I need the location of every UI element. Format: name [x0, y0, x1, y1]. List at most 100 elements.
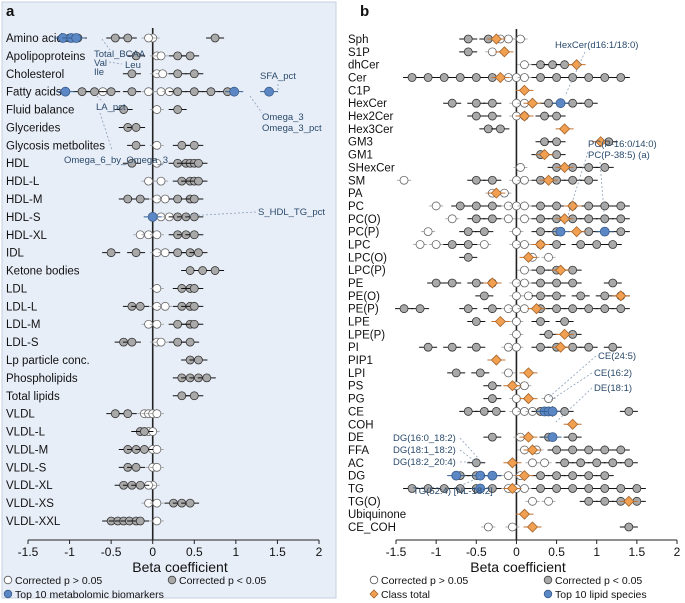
- point-sig: [173, 248, 183, 258]
- category-label: AC: [348, 458, 364, 470]
- anno-val: Val: [94, 58, 107, 69]
- point-sig: [210, 266, 220, 275]
- point-sig: [185, 337, 195, 347]
- point-top: [487, 470, 498, 481]
- point-sig: [552, 111, 561, 121]
- point-ns: [156, 51, 166, 61]
- x-tick-label: 1.5: [269, 545, 286, 559]
- category-label: HDL-S: [6, 212, 41, 224]
- point-sig: [600, 496, 610, 506]
- point-sig: [568, 445, 578, 455]
- category-label: PE(O): [348, 291, 380, 303]
- point-ns: [524, 291, 533, 301]
- category-label: PE: [348, 278, 364, 290]
- point-sig: [600, 291, 610, 301]
- point-sig: [616, 227, 626, 237]
- category-label: Fluid balance: [6, 105, 74, 117]
- point-sig: [608, 458, 618, 468]
- point-sig: [106, 87, 116, 97]
- point-sig: [552, 445, 561, 455]
- point-sig: [463, 252, 473, 262]
- point-ns: [520, 175, 529, 185]
- point-sig: [127, 87, 137, 97]
- point-top: [547, 432, 558, 443]
- anno-omega-3-pct: Omega_3_pct: [262, 123, 322, 134]
- panel-a-x-axis-title: Beta coefficient: [132, 559, 228, 575]
- point-sig: [584, 445, 594, 455]
- category-label: CE_COH: [348, 522, 396, 534]
- point-class-total: [490, 354, 502, 366]
- point-class-total: [518, 470, 531, 482]
- point-top: [71, 33, 82, 43]
- x-tick-label: 1.5: [629, 545, 646, 559]
- legend-ns-marker: [3, 575, 13, 585]
- x-tick-label: -1: [431, 545, 442, 559]
- point-sig: [568, 98, 578, 108]
- point-class-total: [506, 457, 518, 469]
- point-sig: [616, 214, 626, 224]
- point-sig: [110, 33, 120, 43]
- category-label: LPE: [348, 317, 370, 329]
- point-class-total: [571, 59, 583, 71]
- point-sig: [487, 432, 497, 442]
- category-label: LDL-S: [6, 337, 39, 349]
- point-ns: [152, 462, 162, 472]
- point-sig: [173, 337, 183, 347]
- point-sig: [568, 175, 578, 185]
- category-label: HexCer: [348, 98, 387, 110]
- legend-sig-label: Corrected p < 0.05: [179, 575, 266, 587]
- point-ns: [528, 458, 537, 468]
- point-sig: [189, 194, 199, 204]
- legend-b-total-marker: [369, 589, 379, 599]
- anno-leader: [99, 112, 113, 151]
- category-label: PC(P): [348, 227, 379, 239]
- point-sig: [189, 319, 199, 329]
- point-sig: [173, 105, 183, 114]
- point-sig: [463, 407, 473, 416]
- point-top: [555, 98, 566, 109]
- anno-leader: [249, 95, 263, 114]
- point-ns: [520, 201, 529, 211]
- category-label: HDL: [6, 158, 30, 170]
- point-sig: [487, 201, 497, 211]
- point-class-total: [518, 84, 531, 96]
- category-label: VLDL-M: [6, 444, 48, 456]
- point-ns: [431, 201, 441, 211]
- point-ns: [156, 337, 166, 347]
- category-label: Amino acids: [6, 33, 69, 45]
- point-sig: [185, 266, 195, 275]
- point-sig: [471, 73, 481, 82]
- point-sig: [536, 484, 545, 493]
- point-ns: [152, 498, 162, 508]
- category-label: PIP1: [348, 355, 373, 367]
- category-label: PE(P): [348, 304, 379, 316]
- category-label: HDL-XL: [6, 230, 48, 242]
- category-label: LPE(P): [348, 329, 385, 341]
- point-sig: [455, 484, 465, 493]
- point-sig: [471, 98, 481, 108]
- point-sig: [202, 373, 212, 383]
- legend-top-marker: [3, 589, 13, 599]
- point-class-total: [559, 328, 571, 340]
- point-ns: [503, 471, 513, 481]
- point-sig: [600, 484, 610, 493]
- point-ns: [483, 522, 493, 532]
- point-sig: [123, 409, 133, 419]
- point-sig: [487, 381, 497, 391]
- point-ns: [415, 240, 425, 249]
- point-class-total: [559, 161, 571, 173]
- panel-a-plot: -1.5 -1 -0.5 0 0.5 1 1.5 2 Amino acids Apolipopro…: [6, 28, 323, 559]
- point-class-total: [494, 71, 506, 84]
- category-label: SM: [348, 175, 365, 187]
- panel-a-legend: Corrected p > 0.05 Corrected p < 0.05 To…: [3, 575, 266, 601]
- category-label: PI: [348, 342, 359, 354]
- category-label: LPC(P): [348, 265, 386, 277]
- point-sig: [131, 140, 141, 150]
- anno-dg3: DG(18:2_20:4): [393, 457, 456, 468]
- legend-ns-label: Corrected p > 0.05: [15, 575, 102, 587]
- point-sig: [173, 194, 183, 204]
- anno-total-bcaa: Total_BCAA: [94, 49, 146, 60]
- point-sig: [584, 471, 594, 481]
- point-ns: [160, 194, 170, 204]
- point-sig: [584, 304, 594, 314]
